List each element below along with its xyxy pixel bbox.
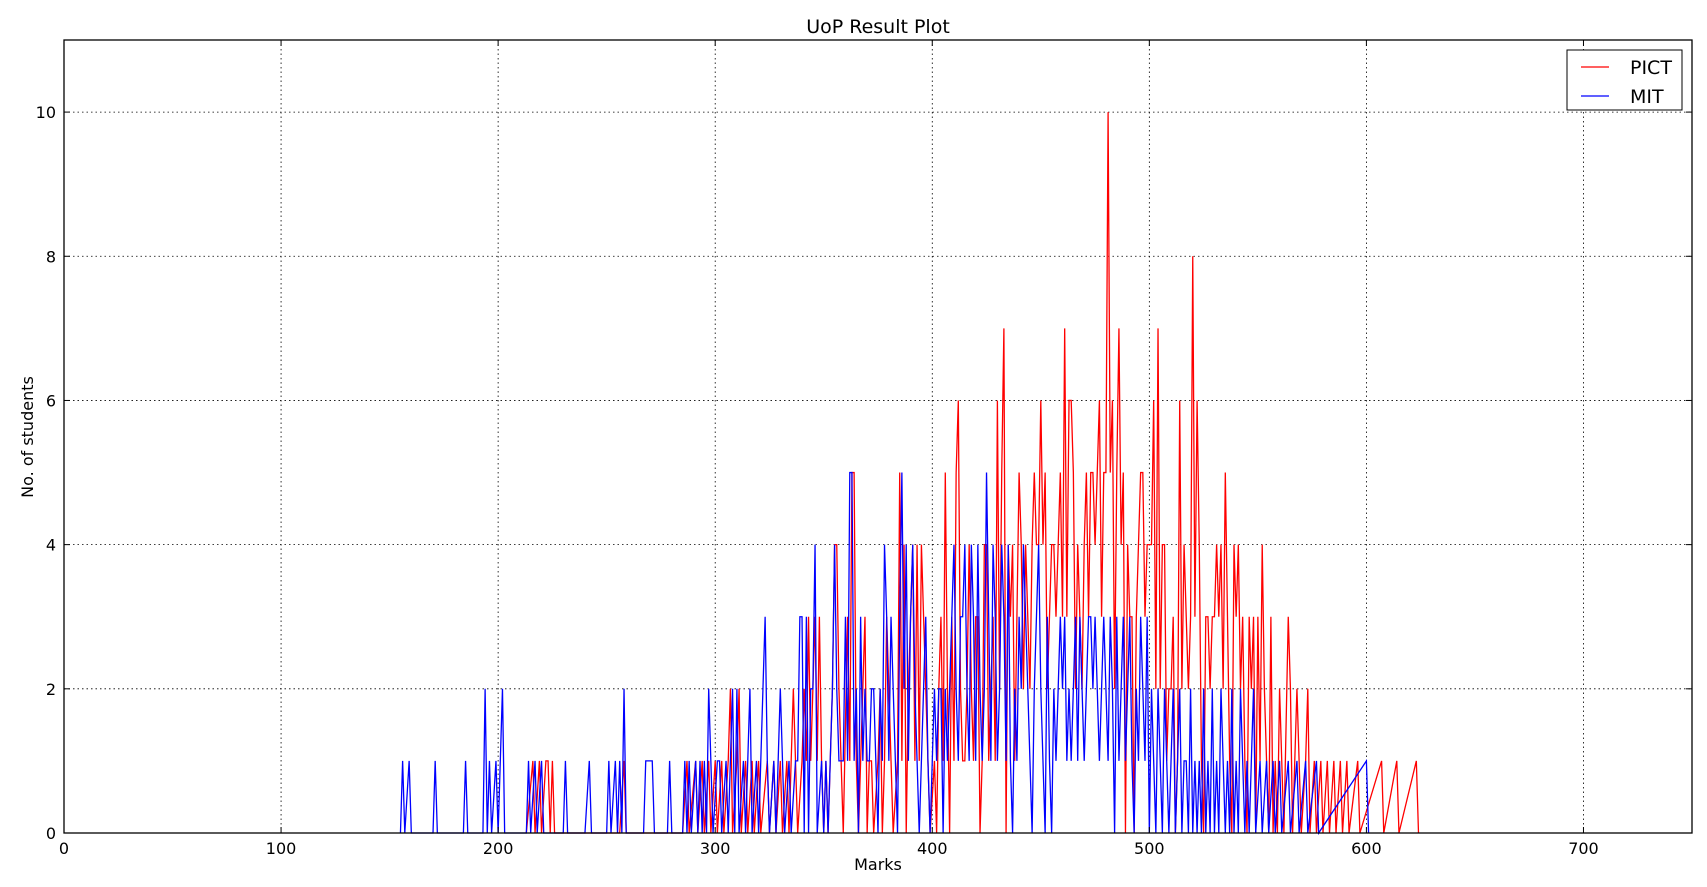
x-tick-label: 700 — [1568, 839, 1599, 858]
y-tick-label: 8 — [46, 247, 56, 266]
x-tick-label: 300 — [700, 839, 731, 858]
x-tick-label: 400 — [917, 839, 948, 858]
grid-lines — [64, 40, 1692, 833]
y-tick-label: 0 — [46, 824, 56, 843]
x-tick-label: 600 — [1351, 839, 1382, 858]
plot-frame — [63, 39, 1693, 834]
legend-label-pict: PICT — [1630, 57, 1672, 79]
x-tick-label: 0 — [59, 839, 69, 858]
y-tick-label: 4 — [46, 536, 56, 555]
series-line-mit — [399, 471, 1370, 836]
legend: PICT MIT — [1566, 49, 1683, 111]
legend-label-mit: MIT — [1630, 86, 1664, 108]
series-line-pict — [525, 112, 1420, 834]
y-tick-label: 6 — [46, 391, 56, 410]
axis-ticks: 0 100 200 300 400 500 600 700 0 2 4 6 8 10 — [36, 40, 1692, 858]
x-tick-label: 200 — [483, 839, 514, 858]
y-tick-label: 2 — [46, 680, 56, 699]
y-tick-label: 10 — [36, 103, 56, 122]
y-axis-label: No. of students — [18, 376, 37, 498]
series-layer — [399, 112, 1420, 836]
x-tick-label: 500 — [1134, 839, 1165, 858]
x-tick-label: 100 — [266, 839, 297, 858]
legend-box — [1566, 49, 1683, 111]
chart-title: UoP Result Plot — [806, 16, 950, 38]
x-axis-label: Marks — [854, 855, 902, 874]
